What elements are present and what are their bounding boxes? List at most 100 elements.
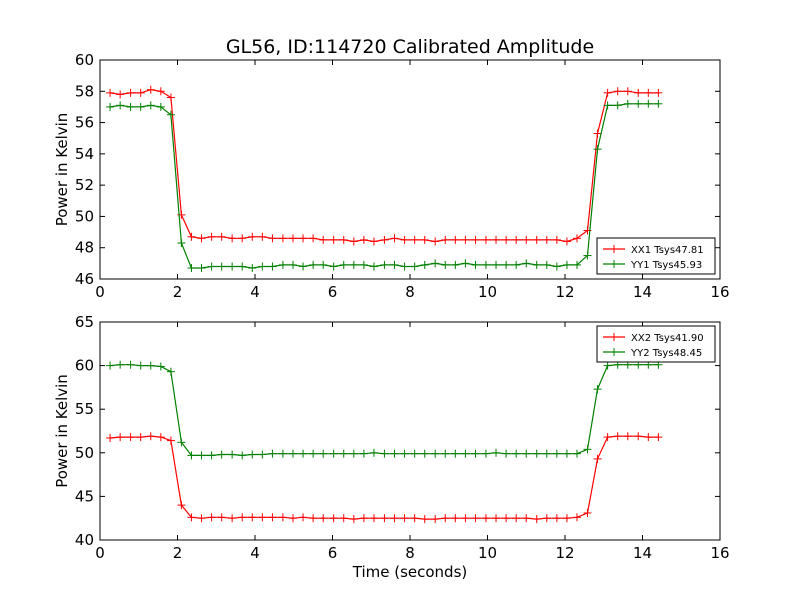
- data-point: [177, 239, 186, 248]
- data-point: [207, 232, 216, 241]
- data-point: [217, 232, 226, 241]
- data-point: [400, 514, 409, 523]
- data-point: [481, 260, 490, 269]
- y-tick-label: 52: [75, 176, 94, 194]
- data-point: [410, 449, 419, 458]
- data-point: [217, 262, 226, 271]
- data-point: [369, 262, 378, 271]
- data-point: [532, 515, 541, 524]
- data-point: [471, 235, 480, 244]
- data-point: [166, 436, 175, 445]
- data-point: [369, 448, 378, 457]
- data-point: [471, 514, 480, 523]
- data-point: [512, 449, 521, 458]
- data-point: [634, 99, 643, 108]
- data-point: [309, 234, 318, 243]
- data-point: [562, 514, 571, 523]
- data-point: [248, 232, 257, 241]
- data-point: [573, 449, 582, 458]
- data-point: [400, 235, 409, 244]
- data-point: [359, 260, 368, 269]
- data-point: [106, 361, 115, 370]
- x-tick-label: 14: [633, 544, 652, 562]
- y-tick-label: 58: [75, 82, 94, 100]
- data-point: [593, 145, 602, 154]
- data-point: [451, 449, 460, 458]
- data-point: [441, 235, 450, 244]
- data-point: [613, 432, 622, 441]
- data-point: [542, 514, 551, 523]
- data-point: [583, 508, 592, 517]
- data-point: [278, 234, 287, 243]
- data-point: [136, 102, 145, 111]
- data-point: [106, 433, 115, 442]
- data-point: [187, 451, 196, 460]
- data-point: [644, 88, 653, 97]
- data-point: [593, 385, 602, 394]
- data-point: [299, 513, 308, 522]
- data-point: [349, 449, 358, 458]
- data-point: [278, 513, 287, 522]
- data-point: [299, 234, 308, 243]
- series-yy1: [106, 99, 663, 273]
- data-point: [359, 514, 368, 523]
- data-point: [106, 88, 115, 97]
- data-point: [492, 448, 501, 457]
- data-point: [431, 449, 440, 458]
- data-point: [613, 87, 622, 96]
- data-point: [319, 449, 328, 458]
- data-point: [116, 433, 125, 442]
- data-point: [481, 514, 490, 523]
- data-point: [532, 260, 541, 269]
- data-point: [359, 235, 368, 244]
- data-point: [369, 514, 378, 523]
- data-point: [238, 451, 247, 460]
- data-point: [187, 513, 196, 522]
- data-point: [420, 260, 429, 269]
- data-point: [441, 260, 450, 269]
- data-point: [461, 514, 470, 523]
- data-point: [623, 99, 632, 108]
- data-point: [146, 85, 155, 94]
- data-point: [268, 262, 277, 271]
- data-point: [197, 234, 206, 243]
- data-point: [228, 234, 237, 243]
- data-point: [431, 237, 440, 246]
- data-point: [492, 514, 501, 523]
- data-point: [481, 235, 490, 244]
- data-point: [502, 449, 511, 458]
- data-point: [380, 235, 389, 244]
- y-tick-label: 50: [75, 207, 94, 225]
- data-point: [552, 449, 561, 458]
- data-point: [228, 450, 237, 459]
- data-point: [217, 513, 226, 522]
- x-tick-label: 6: [328, 283, 338, 301]
- y-tick-label: 48: [75, 239, 94, 257]
- data-point: [431, 515, 440, 524]
- data-point: [502, 260, 511, 269]
- data-point: [166, 93, 175, 102]
- x-tick-label: 2: [173, 283, 183, 301]
- data-point: [390, 449, 399, 458]
- data-point: [522, 235, 531, 244]
- legend-label: YY2 Tsys48.45: [630, 348, 702, 359]
- data-point: [136, 361, 145, 370]
- data-point: [451, 260, 460, 269]
- data-point: [623, 87, 632, 96]
- legend-box: [596, 325, 716, 363]
- data-point: [654, 99, 663, 108]
- data-point: [492, 235, 501, 244]
- data-point: [654, 88, 663, 97]
- data-point: [471, 449, 480, 458]
- series-xx1: [106, 85, 663, 246]
- data-point: [644, 433, 653, 442]
- data-point: [177, 501, 186, 510]
- y-axis-label: Power in Kelvin: [53, 113, 71, 227]
- data-point: [410, 235, 419, 244]
- data-point: [339, 260, 348, 269]
- data-point: [522, 449, 531, 458]
- data-point: [603, 433, 612, 442]
- data-point: [329, 235, 338, 244]
- data-point: [166, 110, 175, 119]
- data-point: [461, 235, 470, 244]
